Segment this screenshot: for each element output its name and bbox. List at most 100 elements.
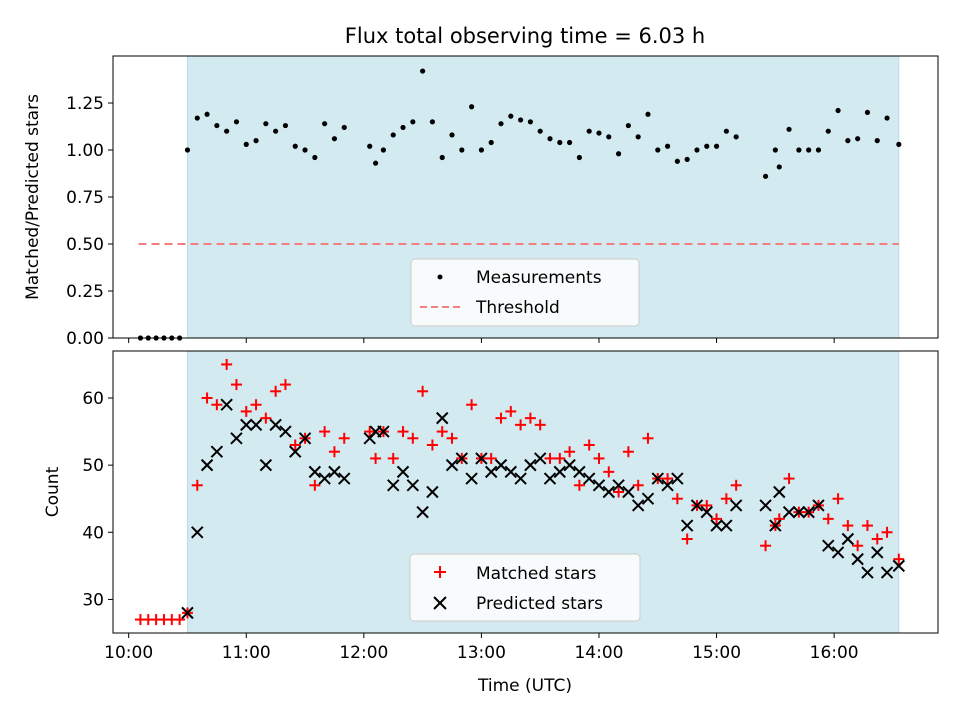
matched-star-point — [289, 439, 301, 451]
measurement-point — [420, 68, 426, 74]
measurement-point — [845, 138, 851, 144]
measurement-point — [292, 143, 298, 149]
predicted-star-point — [269, 418, 282, 432]
matched-star-point — [871, 533, 883, 545]
measurement-point — [835, 107, 841, 114]
predicted-star-point — [773, 485, 786, 499]
matched-star-point — [760, 540, 772, 552]
matched-star-point — [842, 520, 854, 532]
matched-star-point — [279, 379, 291, 391]
measurement-point — [184, 147, 191, 153]
predicted-star-point — [210, 445, 224, 458]
matched-star-point — [309, 479, 321, 491]
matched-star-point — [893, 553, 905, 565]
measurement-point — [674, 158, 680, 164]
bottom-y-tick-label: 60 — [82, 389, 104, 409]
matched-legend-marker — [434, 566, 446, 578]
predicted-star-point — [710, 519, 723, 532]
measurement-point — [547, 136, 553, 142]
matched-star-point — [485, 452, 497, 464]
matched-star-point — [822, 513, 834, 525]
x-tick-label: 10:00 — [104, 643, 153, 663]
measurement-point — [713, 143, 720, 149]
measurement-point — [194, 115, 200, 121]
measurement-point — [806, 147, 812, 153]
predicted-star-point — [445, 458, 459, 472]
measurement-point — [302, 147, 308, 153]
measurement-point — [410, 119, 416, 125]
measurement-point — [566, 139, 573, 146]
predicted-star-point — [592, 479, 606, 492]
matched-star-point — [407, 432, 419, 444]
matched-star-point — [832, 493, 844, 505]
measurement-point — [322, 121, 328, 127]
top-legend: Measurements Threshold — [410, 258, 640, 327]
predicted-star-point — [298, 432, 312, 445]
bottom-panel: 30 40 50 60 10:00 11:00 12:00 13:00 14:00 15:00 16… — [43, 350, 939, 696]
x-tick-label: 12:00 — [339, 643, 388, 663]
matched-star-point — [730, 479, 742, 491]
predicted-star-point — [494, 458, 508, 472]
matched-star-point — [861, 520, 873, 532]
matched-star-point — [417, 385, 429, 397]
measurement-point — [664, 143, 671, 149]
predicted-star-point — [602, 485, 615, 499]
predicted-star-point — [729, 499, 743, 512]
x-tick-label: 13:00 — [457, 643, 506, 663]
predicted-star-point — [318, 472, 331, 485]
bottom-y-tick-label: 30 — [82, 590, 104, 610]
predicted-star-point — [396, 465, 410, 479]
measurement-point — [341, 124, 347, 131]
bottom-y-tick-label: 40 — [82, 523, 104, 543]
matched-star-point — [544, 452, 556, 464]
matched-star-point — [211, 399, 223, 411]
predicted-star-point — [831, 546, 845, 559]
matched-star-point — [505, 405, 517, 417]
measurement-point — [439, 154, 445, 161]
matched-star-point — [603, 466, 615, 478]
matched-star-point — [564, 446, 576, 458]
predicted-star-point — [841, 532, 855, 546]
predicted-star-point — [631, 499, 645, 512]
matched-star-point — [583, 439, 595, 451]
predicted-star-point — [328, 465, 341, 479]
predicted-star-point — [308, 465, 322, 479]
predicted-star-point — [426, 485, 439, 499]
matched-star-point — [671, 493, 683, 505]
predicted-star-point — [387, 479, 400, 492]
matched-star-point — [328, 446, 340, 458]
x-tick-label: 14:00 — [574, 643, 623, 663]
measurement-point — [606, 134, 612, 140]
measurement-point — [282, 122, 289, 129]
measurement-point — [855, 136, 861, 142]
predicted-star-point — [259, 458, 273, 472]
measurement-point — [253, 138, 259, 144]
measurements-legend-marker — [437, 274, 443, 280]
measurement-point — [576, 154, 582, 161]
legend-predicted-stars: Predicted stars — [476, 594, 603, 614]
matched-star-point — [230, 379, 242, 391]
predicted-star-point — [377, 425, 390, 438]
predicted-star-point — [700, 505, 713, 519]
measurement-point — [825, 128, 831, 134]
predicted-star-point — [563, 458, 576, 472]
predicted-star-point — [543, 472, 557, 485]
measurement-point — [400, 124, 406, 131]
matched-star-point — [881, 526, 893, 538]
measurement-point — [390, 132, 396, 138]
top-y-axis-label: Matched/Predicted stars — [23, 94, 43, 300]
matched-star-point — [554, 452, 566, 464]
predicted-star-point — [880, 566, 894, 579]
matched-star-point — [466, 399, 478, 411]
measurement-point — [776, 164, 782, 170]
predicted-star-point — [406, 479, 420, 492]
matched-star-point — [446, 432, 458, 444]
matched-star-point — [364, 426, 376, 438]
measurement-point — [380, 147, 387, 153]
measurement-point — [684, 156, 690, 162]
predicted-star-point — [436, 411, 449, 425]
measurement-point — [537, 128, 543, 134]
bottom-legend-box — [409, 553, 641, 622]
predicted-star-point — [769, 519, 782, 532]
legend-matched-stars: Matched stars — [476, 564, 596, 584]
